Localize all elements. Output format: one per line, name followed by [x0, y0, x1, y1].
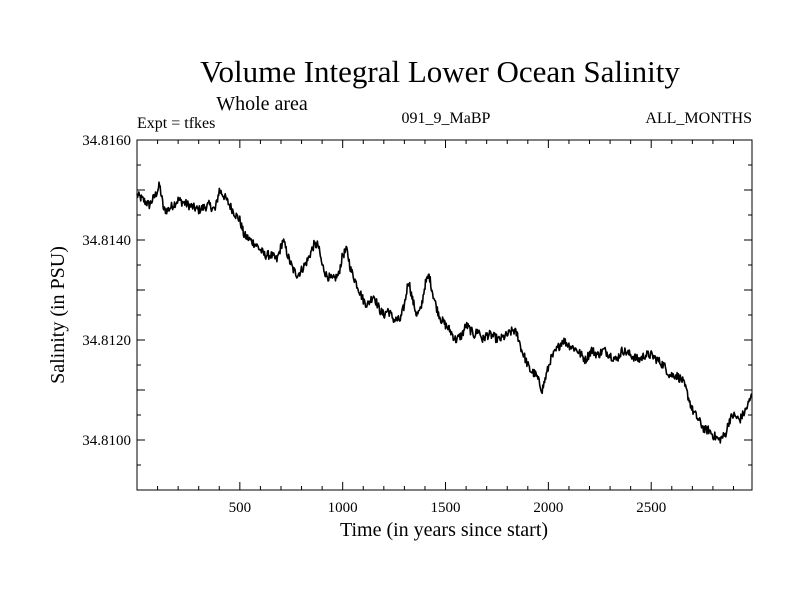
series-layer	[136, 181, 753, 444]
x-tick-label: 1000	[328, 500, 358, 516]
experiment-label: Expt = tfkes	[137, 115, 215, 132]
x-tick-label: 2500	[636, 500, 666, 516]
x-axis: 500 1000 1500 2000 2500	[157, 140, 734, 516]
salinity-series-line	[136, 181, 753, 444]
chart-subtitle: Whole area	[216, 93, 308, 115]
x-axis-label: Time (in years since start)	[340, 519, 548, 541]
y-tick-label: 34.8140	[82, 233, 131, 249]
months-label: ALL_MONTHS	[645, 110, 752, 127]
x-tick-label: 2000	[533, 500, 563, 516]
plot-frame	[136, 139, 753, 491]
x-tick-label: 1500	[431, 500, 461, 516]
y-axis-label: Salinity (in PSU)	[47, 246, 69, 384]
y-axis: 34.8100 34.8120 34.8140 34.8160	[82, 133, 752, 491]
y-tick-label: 34.8120	[82, 333, 131, 349]
x-tick-label: 500	[229, 500, 252, 516]
chart-title: Volume Integral Lower Ocean Salinity	[200, 54, 680, 89]
y-tick-label: 34.8160	[82, 133, 131, 149]
run-label: 091_9_MaBP	[402, 110, 491, 127]
y-tick-label: 34.8100	[82, 433, 131, 449]
